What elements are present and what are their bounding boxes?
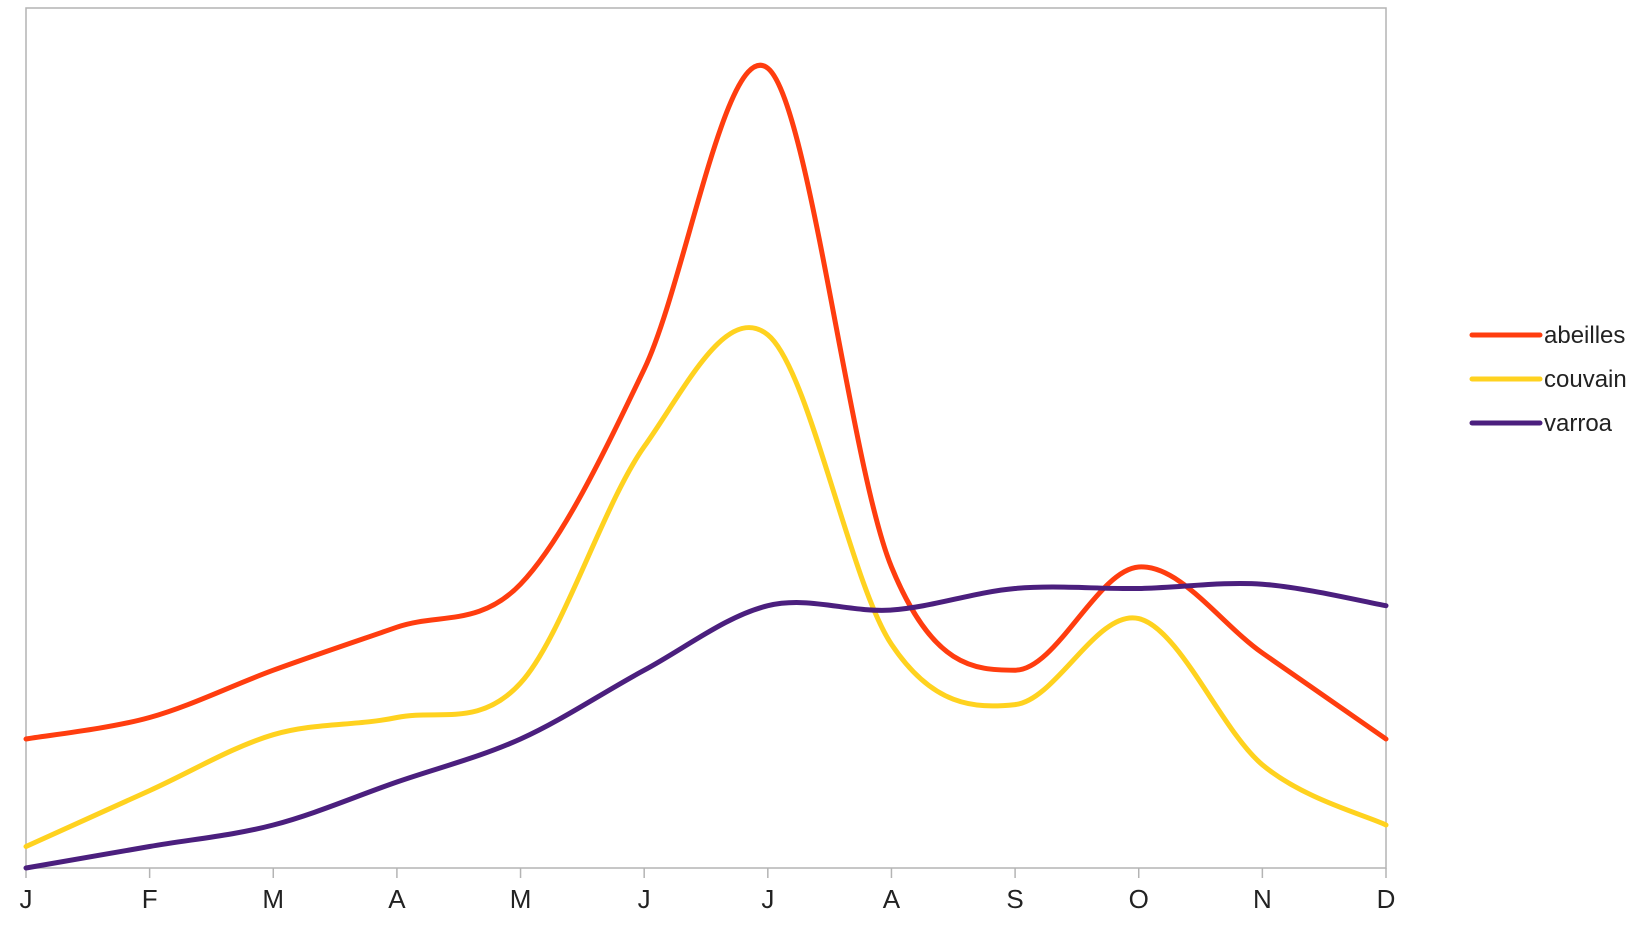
legend-label-abeilles: abeilles [1544, 322, 1625, 349]
x-tick-label: J [638, 884, 651, 914]
x-tick-label: A [883, 884, 901, 914]
x-tick-label: N [1253, 884, 1272, 914]
x-tick-label: S [1006, 884, 1023, 914]
plot-area [25, 7, 1387, 869]
series-line-varroa [23, 580, 1389, 871]
series-line-abeilles [23, 62, 1389, 742]
x-tick-label: M [510, 884, 532, 914]
series-lines [23, 62, 1389, 871]
legend-label-couvain: couvain [1544, 366, 1627, 393]
x-tick-label: M [262, 884, 284, 914]
x-tick-label: J [20, 884, 33, 914]
series-line-couvain [23, 325, 1389, 849]
x-tick-label: A [388, 884, 406, 914]
legend-label-varroa: varroa [1544, 410, 1613, 437]
x-tick-label: J [761, 884, 774, 914]
x-tick-label: O [1129, 884, 1149, 914]
x-tick-label: F [142, 884, 158, 914]
legend: abeilles couvain varroa [1469, 322, 1627, 437]
x-tick-label: D [1377, 884, 1396, 914]
